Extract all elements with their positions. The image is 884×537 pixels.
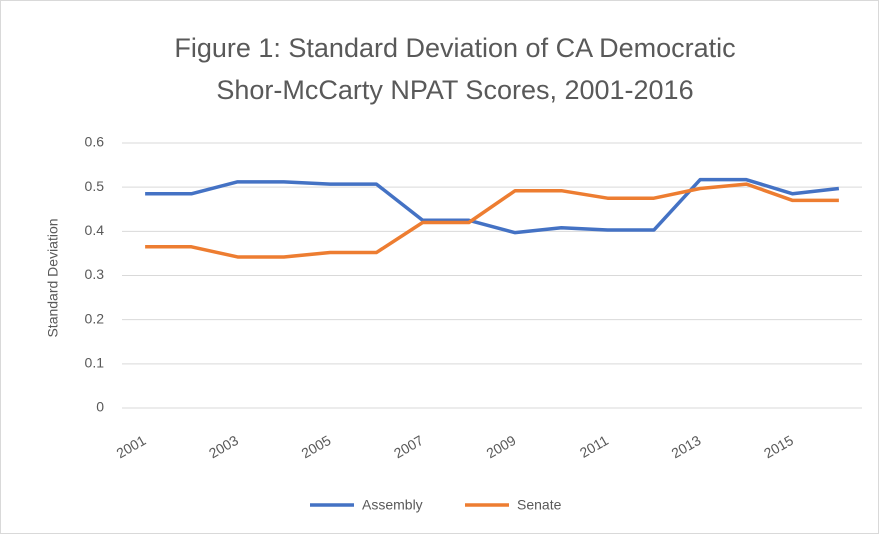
line-series <box>145 177 840 235</box>
chart-title: Figure 1: Standard Deviation of CA Democ… <box>174 33 735 63</box>
y-tick-label: 0.6 <box>85 134 105 150</box>
y-tick-label: 0.5 <box>85 178 105 194</box>
y-tick-label: 0.2 <box>85 310 105 326</box>
chart-title: Shor-McCarty NPAT Scores, 2001-2016 <box>216 75 693 105</box>
y-tick-label: 0 <box>96 399 104 415</box>
y-tick-label: 0.3 <box>85 266 105 282</box>
y-tick-label: 0.1 <box>85 355 105 371</box>
line-series <box>145 182 839 259</box>
y-axis-label: Standard Deviation <box>45 218 61 337</box>
legend-label: Assembly <box>362 497 423 513</box>
y-tick-label: 0.4 <box>85 222 105 238</box>
legend-label: Senate <box>517 497 562 513</box>
